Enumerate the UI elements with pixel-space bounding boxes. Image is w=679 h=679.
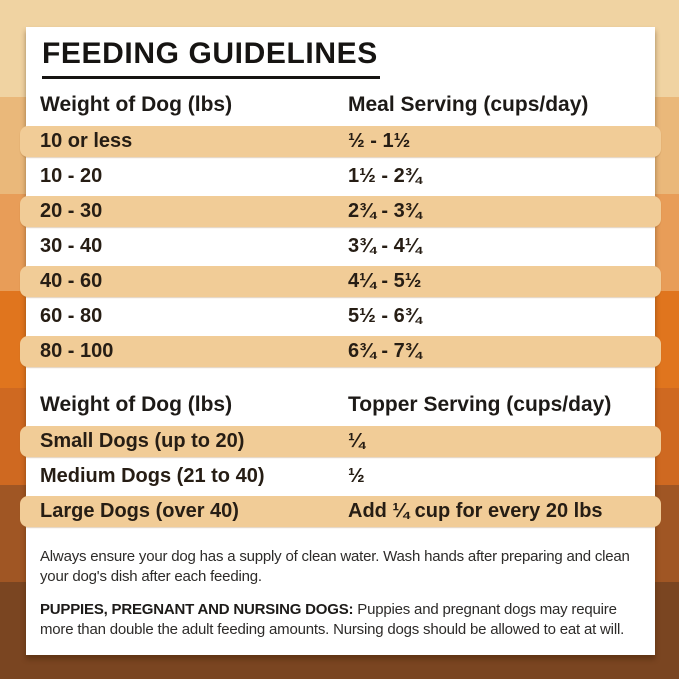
weight-cell: Small Dogs (up to 20) bbox=[40, 430, 245, 452]
table-row: 30 - 40 3¾ - 4¼ bbox=[20, 231, 661, 262]
guidelines-card: FEEDING GUIDELINES Weight of Dog (lbs) M… bbox=[20, 27, 661, 655]
meal-table: 10 or less ½ - 1½ 10 - 20 1½ - 2¾ 20 - 3… bbox=[20, 126, 661, 367]
footnotes: Always ensure your dog has a supply of c… bbox=[40, 547, 637, 640]
weight-cell: Medium Dogs (21 to 40) bbox=[40, 465, 265, 487]
table-row: 40 - 60 4¼ - 5½ bbox=[20, 266, 661, 297]
weight-cell: 10 - 20 bbox=[40, 165, 103, 187]
weight-cell: Large Dogs (over 40) bbox=[40, 500, 239, 522]
serving-cell: 2¾ - 3¾ bbox=[348, 200, 422, 222]
table-row: Large Dogs (over 40) Add ¼ cup for every… bbox=[20, 496, 661, 527]
serving-cell: 6¾ - 7¾ bbox=[348, 340, 422, 362]
weight-cell: 30 - 40 bbox=[40, 235, 103, 257]
table-row: 10 or less ½ - 1½ bbox=[20, 126, 661, 157]
weight-cell: 10 or less bbox=[40, 130, 133, 152]
column-header-meal-serving: Meal Serving (cups/day) bbox=[348, 93, 589, 116]
column-header-topper-serving: Topper Serving (cups/day) bbox=[348, 393, 612, 416]
puppies-note-text: Puppies and pregnant dogs may require mo… bbox=[40, 601, 625, 638]
water-note: Always ensure your dog has a supply of c… bbox=[40, 548, 630, 585]
weight-cell: 60 - 80 bbox=[40, 305, 103, 327]
table-row: 20 - 30 2¾ - 3¾ bbox=[20, 196, 661, 227]
weight-cell: 40 - 60 bbox=[40, 270, 103, 292]
table-row: Medium Dogs (21 to 40) ½ bbox=[20, 461, 661, 492]
topper-table: Small Dogs (up to 20) ¼ Medium Dogs (21 … bbox=[20, 426, 661, 527]
serving-cell: 5½ - 6¾ bbox=[348, 305, 422, 327]
table-row: 60 - 80 5½ - 6¾ bbox=[20, 301, 661, 332]
column-header-weight: Weight of Dog (lbs) bbox=[40, 93, 233, 116]
serving-cell: 1½ - 2¾ bbox=[348, 165, 422, 187]
serving-cell: ¼ bbox=[348, 430, 365, 452]
serving-cell: 4¼ - 5½ bbox=[348, 270, 422, 292]
table-row: Small Dogs (up to 20) ¼ bbox=[20, 426, 661, 457]
serving-cell: 3¾ - 4¼ bbox=[348, 235, 422, 257]
meal-table-header: Weight of Dog (lbs) Meal Serving (cups/d… bbox=[40, 93, 639, 117]
puppies-note: PUPPIES, PREGNANT AND NURSING DOGS: Pupp… bbox=[40, 600, 637, 640]
serving-cell: Add ¼ cup for every 20 lbs bbox=[348, 500, 603, 522]
serving-cell: ½ - 1½ bbox=[348, 130, 411, 152]
serving-cell: ½ bbox=[348, 465, 365, 487]
topper-table-header: Weight of Dog (lbs) Topper Serving (cups… bbox=[40, 393, 639, 417]
table-row: 10 - 20 1½ - 2¾ bbox=[20, 161, 661, 192]
weight-cell: 20 - 30 bbox=[40, 200, 103, 222]
table-row: 80 - 100 6¾ - 7¾ bbox=[20, 336, 661, 367]
page-title: FEEDING GUIDELINES bbox=[42, 37, 380, 79]
weight-cell: 80 - 100 bbox=[40, 340, 114, 362]
column-header-weight: Weight of Dog (lbs) bbox=[40, 393, 233, 416]
puppies-note-label: PUPPIES, PREGNANT AND NURSING DOGS: bbox=[40, 601, 354, 618]
